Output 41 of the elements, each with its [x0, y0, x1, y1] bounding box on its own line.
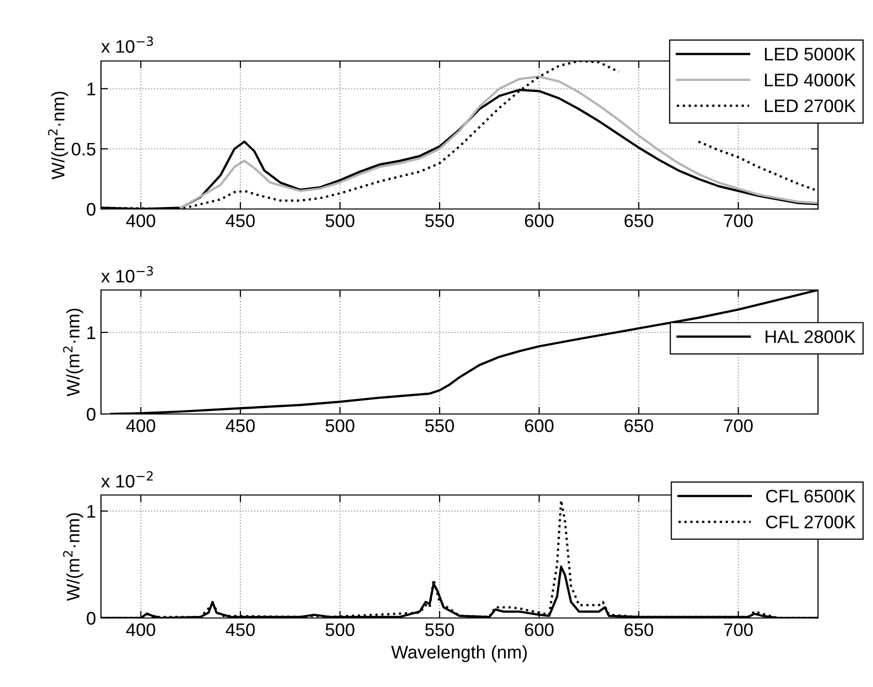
x-tick-label: 650 [624, 623, 654, 636]
legend-label: CFL 6500K [766, 490, 856, 503]
x-tick-label: 450 [226, 214, 255, 228]
text: x 10$^{−3}$ [101, 36, 153, 53]
legend-label: CFL 2700K [766, 516, 856, 528]
legend-label: LED 2700K [765, 99, 856, 112]
y-tick-label: 0 [86, 408, 96, 421]
x-tick-label: 700 [724, 419, 753, 432]
text: x 10$^{−2}$ [101, 471, 153, 488]
x-tick-label: 500 [326, 623, 354, 636]
y-axis-title: W/(m$^{2}$·nm) [48, 92, 68, 180]
x-tick-label: 400 [126, 419, 156, 432]
y-tick-label: 1 [87, 82, 96, 96]
x-tick-label: 550 [425, 623, 454, 636]
legend-label: LED 5000K [765, 48, 856, 61]
x-tick-label: 500 [326, 214, 354, 228]
x-tick-label: 600 [525, 419, 554, 432]
x-tick-label: 550 [425, 419, 454, 432]
x-tick-label: 650 [624, 419, 654, 432]
x-tick-label: 600 [525, 214, 554, 228]
y-tick-label: 0.5 [72, 142, 96, 156]
text: x 10$^{−3}$ [101, 266, 153, 283]
y-tick-label: 0 [86, 612, 96, 625]
y-tick-label: 0 [86, 202, 96, 216]
x-tick-label: 700 [724, 623, 753, 636]
x-tick-label: 700 [724, 214, 753, 228]
y-axis-title: W/(m$^{2}$·nm) [63, 513, 84, 601]
y-axis-title: W/(m$^{2}$·nm) [63, 308, 84, 396]
legend-label: LED 4000K [765, 74, 856, 86]
x-tick-label: 500 [326, 419, 354, 432]
x-tick-label: 450 [226, 623, 255, 636]
legend-label: HAL 2800K [766, 330, 856, 344]
y-tick-label: 1 [87, 326, 96, 339]
y-tick-label: 1 [87, 505, 96, 518]
x-tick-label: 400 [126, 623, 156, 636]
x-tick-label: 600 [525, 623, 554, 636]
x-tick-label: 400 [126, 214, 156, 228]
x-tick-label: 550 [425, 214, 454, 228]
x-tick-label: 450 [226, 419, 255, 432]
x-tick-label: 650 [624, 214, 654, 228]
x-axis-title: Wavelength (nm) [391, 645, 527, 662]
